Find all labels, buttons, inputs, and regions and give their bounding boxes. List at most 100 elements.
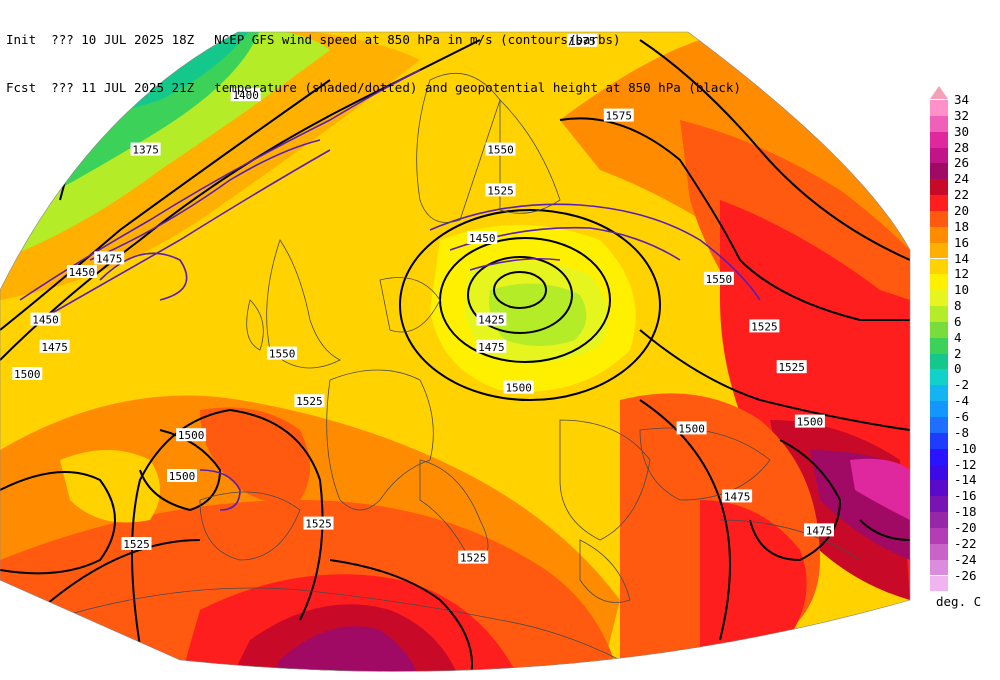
height-label: 1375 <box>132 144 159 157</box>
init-time: ??? 10 JUL 2025 18Z <box>51 32 195 47</box>
colorbar-swatch <box>930 226 948 243</box>
colorbar-label: 22 <box>954 187 970 203</box>
colorbar-swatch <box>930 242 948 259</box>
colorbar-swatch <box>930 464 948 481</box>
colorbar-swatch <box>930 417 948 433</box>
height-label: 1475 <box>724 490 751 503</box>
colorbar-swatch <box>930 258 948 275</box>
height-label-bg <box>94 251 125 265</box>
domain-outline <box>0 31 911 672</box>
height-label: 1450 <box>69 266 96 279</box>
height-label: 1475 <box>478 341 505 354</box>
colorbar-swatch <box>930 115 948 132</box>
height-label-bg <box>303 516 334 530</box>
height-label: 1500 <box>14 368 41 381</box>
height-label-bg <box>167 469 197 482</box>
colorbar-label: 26 <box>954 155 970 171</box>
colorbar-swatch <box>930 337 948 354</box>
colorbar-label: -18 <box>954 504 977 520</box>
colorbar-swatch <box>930 179 948 196</box>
colorbar-swatch <box>930 559 948 576</box>
height-label: 1525 <box>751 320 778 333</box>
colorbar-swatch <box>930 210 948 227</box>
height-label-bg <box>722 489 753 503</box>
colorbar-swatch <box>930 401 948 417</box>
colorbar-top-arrow <box>930 86 948 99</box>
height-label: 1425 <box>478 314 505 327</box>
height-label-bg <box>749 319 780 333</box>
height-label: 1500 <box>797 416 824 429</box>
colorbar-label: 14 <box>954 250 970 266</box>
height-label: 1525 <box>487 184 514 197</box>
height-label: 1450 <box>469 232 496 245</box>
colorbar-swatch <box>930 496 948 513</box>
colorbar-label: 24 <box>954 171 970 187</box>
height-label: 1575 <box>606 110 633 123</box>
colorbar-units: deg. C <box>936 594 982 609</box>
colorbar-label: 2 <box>954 345 962 361</box>
fcst-time: ??? 11 JUL 2025 21Z <box>51 80 195 95</box>
colorbar-swatch <box>930 321 948 338</box>
colorbar-label: 4 <box>954 329 962 345</box>
geopotential-height-contours <box>0 39 910 672</box>
colorbar-swatch <box>930 353 948 370</box>
colorbar-swatch <box>930 131 948 148</box>
colorbar-swatch <box>930 512 948 528</box>
height-label: 1400 <box>232 89 259 102</box>
colorbar-swatch <box>930 448 948 465</box>
height-label-bg <box>467 231 498 244</box>
colorbar-label: 28 <box>954 139 970 155</box>
title-line-1: NCEP GFS wind speed at 850 hPa in m/s (c… <box>214 32 621 47</box>
height-label: 1525 <box>123 538 150 551</box>
height-label: 1500 <box>169 470 196 483</box>
height-label-bg <box>12 367 43 380</box>
height-label-bg <box>230 88 261 102</box>
height-label: 1500 <box>678 422 705 435</box>
height-label-bg <box>485 142 516 156</box>
height-label-bg <box>176 428 207 442</box>
colorbar-label: -14 <box>954 472 977 488</box>
height-label-bg <box>294 394 325 408</box>
colorbar-swatch <box>930 575 948 592</box>
colorbar-label: -26 <box>954 567 977 583</box>
height-label: 1475 <box>96 252 123 265</box>
colorbar-label: 16 <box>954 234 970 250</box>
colorbar-label: -6 <box>954 409 970 424</box>
colorbar-label: 18 <box>954 218 970 234</box>
height-labels: 1575 1575 1550 1525 1400 1375 1450 1425 1475 1500… <box>12 33 834 565</box>
height-label-bg <box>130 142 161 156</box>
coastlines <box>49 73 861 661</box>
height-label-bg <box>30 312 61 326</box>
colorbar-swatch <box>930 195 948 211</box>
colorbar-swatch <box>930 432 948 449</box>
height-label: 1525 <box>460 552 487 565</box>
colorbar-label: -2 <box>954 377 970 393</box>
height-label-bg <box>458 550 489 564</box>
colorbar-swatch <box>930 274 948 291</box>
colorbar-label: -16 <box>954 488 977 504</box>
colorbar-swatch <box>930 480 948 497</box>
colorbar-label: -20 <box>954 519 977 535</box>
height-label: 1475 <box>41 341 68 354</box>
colorbar-label: 10 <box>954 282 970 298</box>
colorbar-swatch <box>930 369 948 386</box>
height-label-bg <box>503 380 534 394</box>
colorbar-label: -12 <box>954 456 977 472</box>
title-line-2: temperature (shaded/dotted) and geopoten… <box>214 80 741 95</box>
height-label: 1575 <box>569 35 596 48</box>
height-label-bg <box>476 339 507 353</box>
map-header: Init ??? 10 JUL 2025 18Z NCEP GFS wind sp… <box>6 0 741 112</box>
height-label: 1525 <box>778 361 805 374</box>
height-label: 1500 <box>178 429 205 442</box>
fcst-label: Fcst <box>6 80 37 95</box>
height-label: 1550 <box>706 273 733 286</box>
colorbar-label: 6 <box>954 313 962 329</box>
colorbar-swatch <box>930 147 948 164</box>
colorbar-label: -22 <box>954 535 977 551</box>
colorbar-label: -24 <box>954 551 977 567</box>
colorbar-label: 8 <box>954 298 962 314</box>
colorbar-label: -4 <box>954 393 970 409</box>
colorbar-swatch <box>930 290 948 307</box>
init-label: Init <box>6 32 37 47</box>
